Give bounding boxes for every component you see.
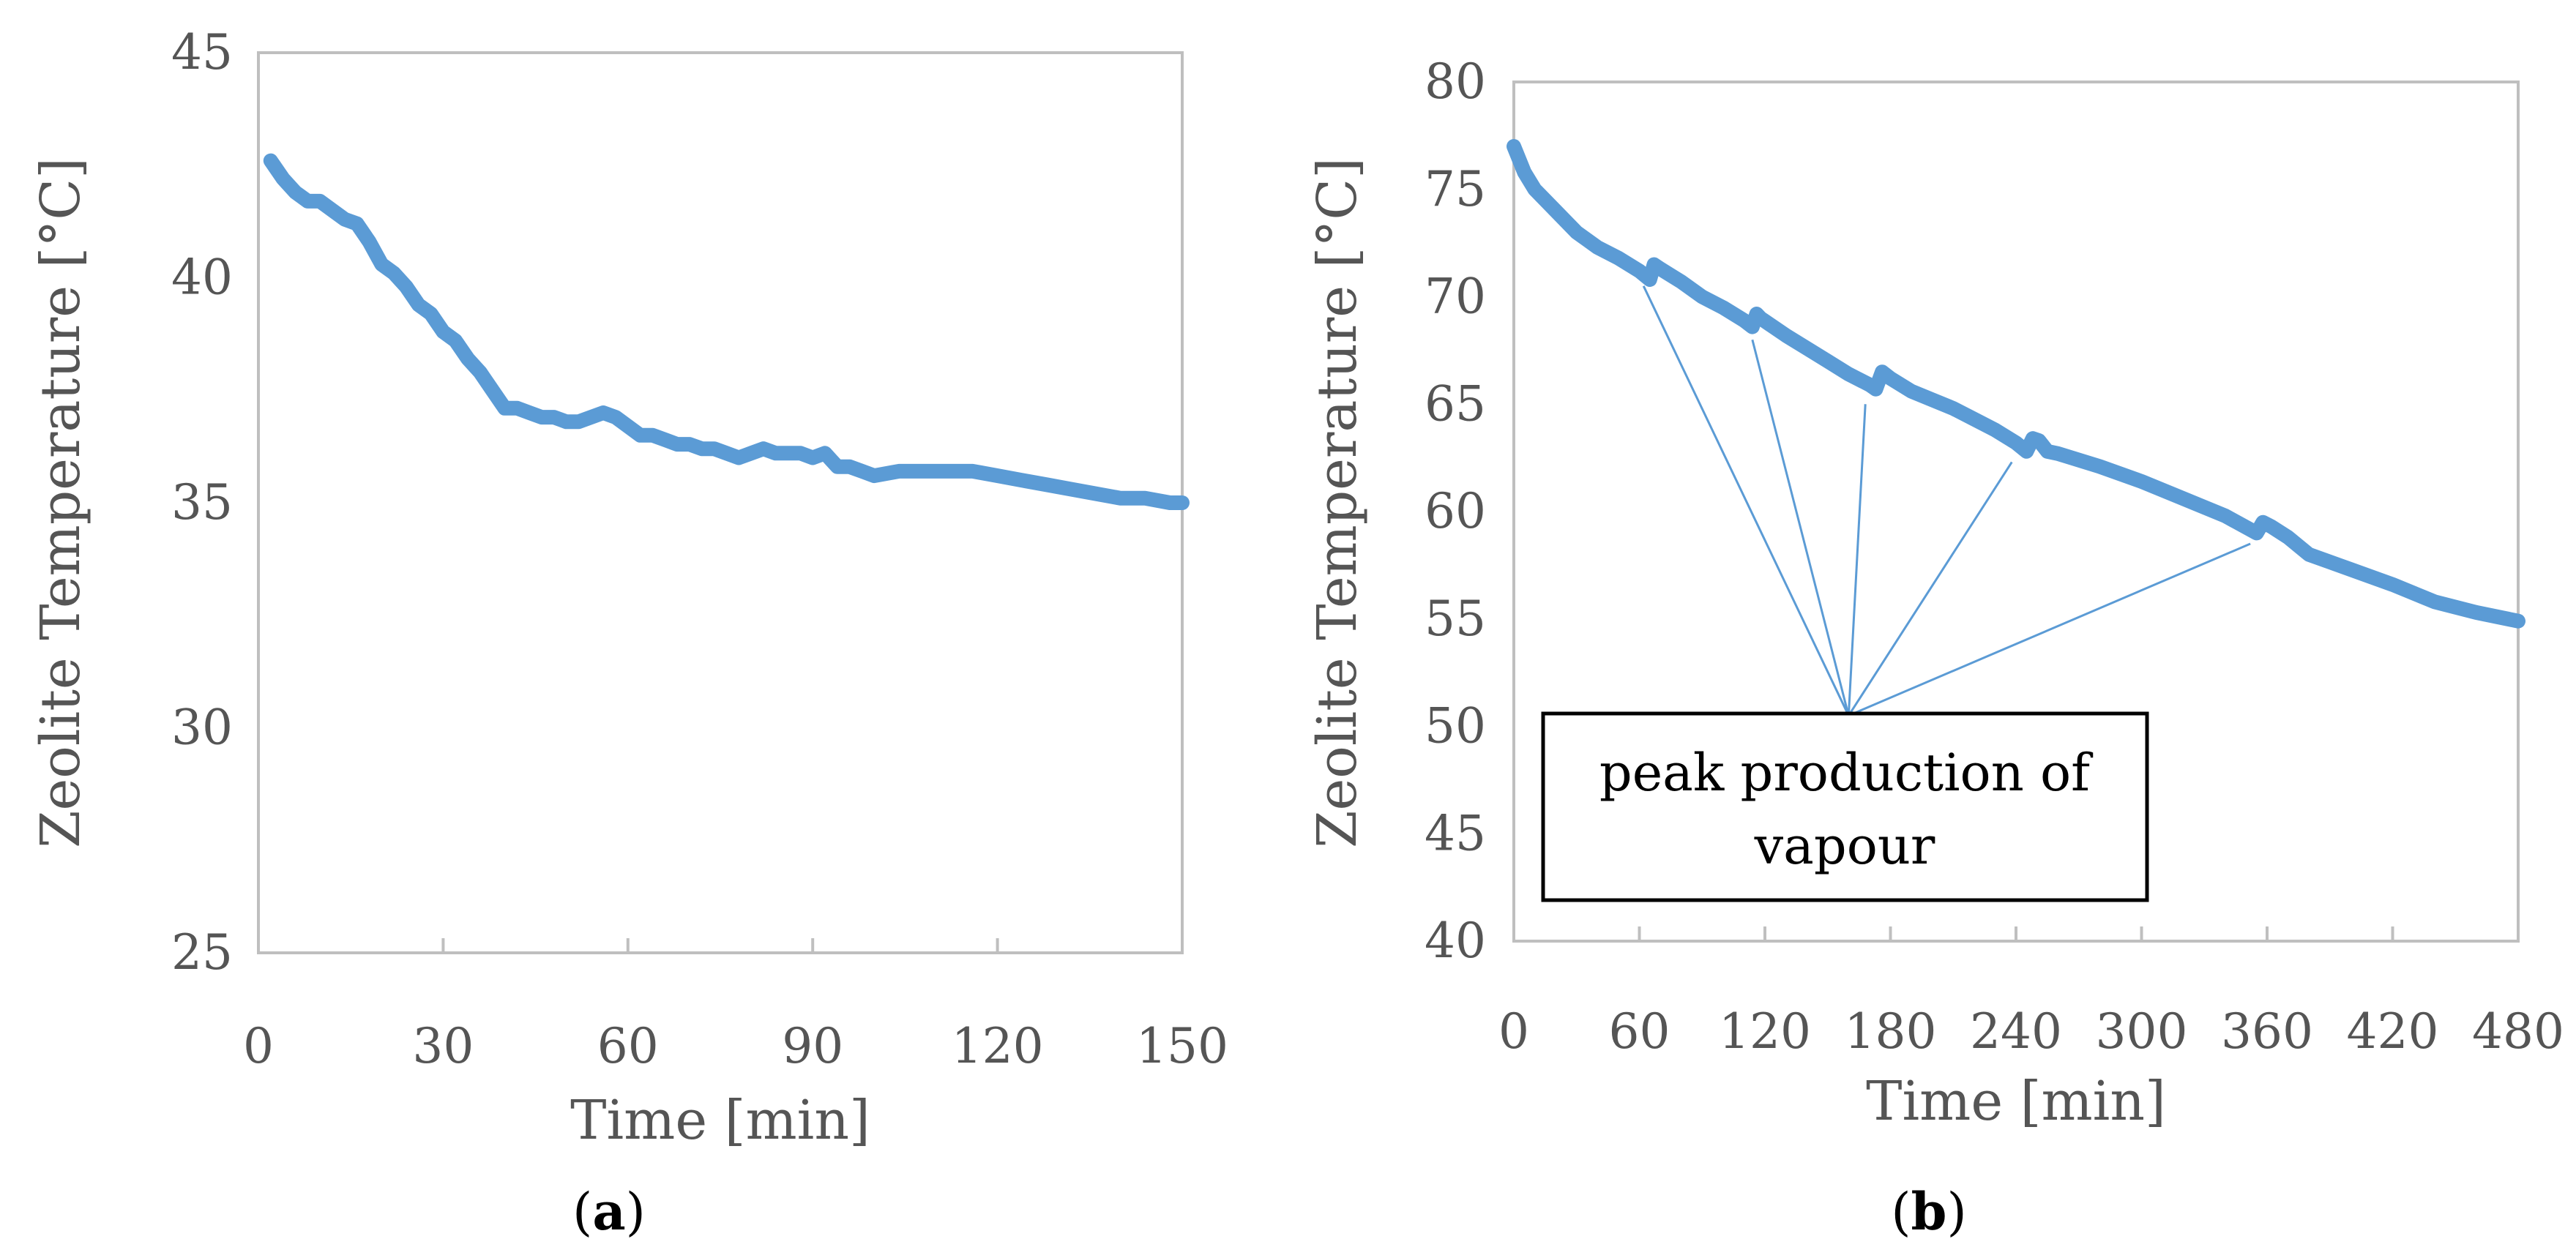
chart-b-y-tick-label: 75 xyxy=(1425,161,1486,217)
chart-b-x-tick-label: 0 xyxy=(1498,1003,1529,1060)
chart-b-y-tick-label: 50 xyxy=(1425,698,1486,755)
chart-b-x-tick-label: 180 xyxy=(1845,1003,1937,1060)
chart-a-tick-labels: 0 30 60 90 120 150 25 30 35 40 45 xyxy=(171,24,1228,1074)
chart-b-x-tick-label: 360 xyxy=(2221,1003,2313,1060)
chart-a-series-line xyxy=(263,153,1190,510)
chart-b-leader-line xyxy=(1848,461,2013,716)
chart-b-y-tick-label: 80 xyxy=(1425,53,1486,110)
chart-b-series-line xyxy=(1507,139,2525,629)
chart-b-y-tick-label: 60 xyxy=(1425,483,1486,539)
chart-b-leader-line xyxy=(1642,285,1850,716)
chart-a-x-tick-label: 30 xyxy=(412,1018,474,1074)
chart-a-y-tick-label: 30 xyxy=(171,700,233,756)
chart-b-y-tick-label: 55 xyxy=(1425,591,1486,647)
chart-a-x-axis-label: Time [min] xyxy=(570,1089,870,1152)
chart-a-y-tick-label: 35 xyxy=(171,474,233,531)
chart-b-annotation-line2: vapour xyxy=(1754,816,1935,876)
chart-b-x-tick-label: 240 xyxy=(1970,1003,2062,1060)
chart-b-leader-line xyxy=(1751,339,1850,716)
chart-a-y-tick-label: 40 xyxy=(171,250,233,306)
chart-b-x-axis-label: Time [min] xyxy=(1866,1070,2166,1133)
chart-a-ticks xyxy=(441,938,999,953)
chart-a-y-axis-label: Zeolite Temperature [°C] xyxy=(29,157,92,848)
chart-a-x-tick-label: 150 xyxy=(1136,1018,1228,1074)
chart-b-y-tick-label: 70 xyxy=(1425,269,1486,325)
chart-b-leader-line xyxy=(1847,404,1867,716)
chart-a-x-tick-label: 0 xyxy=(243,1018,274,1074)
chart-b-y-tick-label: 40 xyxy=(1425,913,1486,969)
chart-a-x-tick-label: 120 xyxy=(952,1018,1044,1074)
chart-a-x-tick-label: 60 xyxy=(597,1018,659,1074)
chart-b: 0 60 120 180 240 300 360 420 480 40 45 50 55 60 65 70 75… xyxy=(1306,53,2564,1242)
chart-b-caption: (b) xyxy=(1891,1181,1967,1242)
chart-b-x-tick-label: 300 xyxy=(2096,1003,2188,1060)
chart-a-y-tick-label: 25 xyxy=(171,924,233,981)
chart-b-tick-labels: 0 60 120 180 240 300 360 420 480 40 45 50 55 60 65 70 75… xyxy=(1425,53,2564,1060)
chart-b-y-axis-label: Zeolite Temperature [°C] xyxy=(1306,157,1369,848)
chart-b-annotation-box xyxy=(1541,711,2149,902)
chart-a-plot-frame xyxy=(257,51,1184,954)
chart-a-caption: (a) xyxy=(572,1181,646,1242)
chart-a: 0 30 60 90 120 150 25 30 35 40 45 Time [min] Zeoli… xyxy=(29,24,1228,1242)
chart-a-y-tick-label: 45 xyxy=(171,24,233,81)
chart-a-x-tick-label: 90 xyxy=(782,1018,843,1074)
chart-b-x-tick-label: 420 xyxy=(2347,1003,2439,1060)
chart-b-annotation-leaders xyxy=(1642,285,2251,717)
chart-b-leader-line xyxy=(1848,542,2251,717)
chart-b-y-tick-label: 65 xyxy=(1425,375,1486,432)
chart-b-annotation-line1: peak production of xyxy=(1599,743,2094,803)
chart-b-x-tick-label: 480 xyxy=(2472,1003,2564,1060)
chart-b-y-tick-label: 45 xyxy=(1425,805,1486,861)
chart-b-ticks xyxy=(1638,926,2394,941)
chart-b-x-tick-label: 60 xyxy=(1609,1003,1670,1060)
chart-b-x-tick-label: 120 xyxy=(1719,1003,1811,1060)
